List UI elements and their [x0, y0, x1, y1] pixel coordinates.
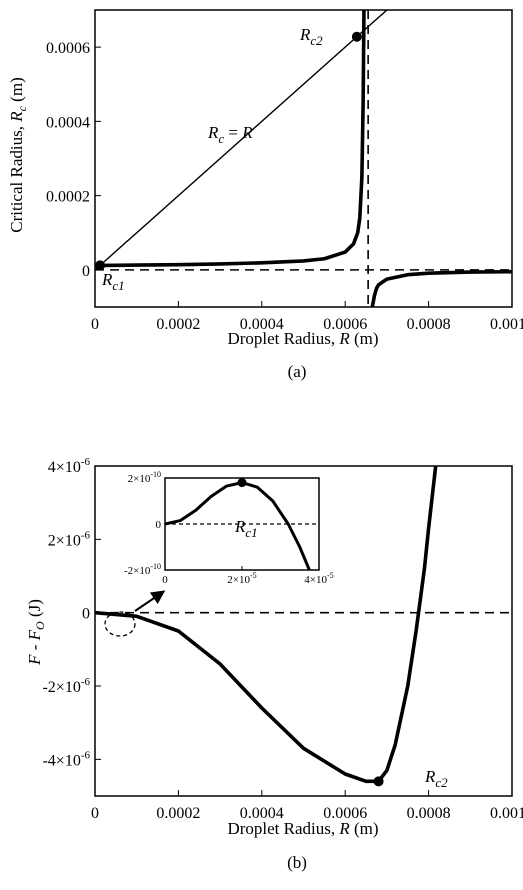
panel-a-y-tick-label: 0.0004 [46, 114, 90, 131]
inset-series-free-energy-zoom [165, 481, 312, 570]
panel-a-x-tick-label: 0 [91, 316, 99, 333]
panel-b-y-axis-label: F - FO (J) [25, 599, 47, 666]
panel-b-x-tick-label: 0.0006 [323, 805, 367, 822]
panel-b-critical-point [373, 776, 384, 787]
panel-a-identity-label: Rc = R [207, 123, 253, 146]
panel-b-rc2-label: Rc2 [424, 767, 448, 790]
panel-a-points [95, 31, 362, 271]
panel-a-x-tick-label: 0.0004 [240, 316, 284, 333]
panel-a-x-tick-label: 0.0008 [407, 316, 451, 333]
inset-series [165, 481, 312, 570]
inset: 0 2×10-5 4×10-5 2×10-100-2×10-10 Rc1 [124, 470, 334, 586]
panel-a-y-tick-label: 0 [82, 263, 90, 280]
panel-b-y-tick-label: 0 [82, 606, 90, 623]
panel-b-y-tick-label: 4×10-6 [48, 456, 91, 476]
panel-a-series-identity-line [95, 10, 388, 271]
panel-b-y-tick-label: -4×10-6 [42, 749, 90, 769]
panel-a-reference-lines [95, 10, 512, 307]
panel-a-x-tick-label: 0.0002 [156, 316, 200, 333]
panel-a-frame [94, 9, 513, 308]
inset-x-ticks: 0 2×10-5 4×10-5 [162, 566, 334, 586]
panel-b-y-tick-label: 2×10-6 [48, 529, 91, 549]
panel-a-critical-point [351, 31, 362, 42]
zoom-arrow-icon [134, 590, 166, 612]
panel-a-caption: (a) [288, 362, 307, 381]
panel-b-x-tick-label: 0.0004 [240, 805, 284, 822]
panel-a-x-axis-label: Droplet Radius, R (m) [227, 329, 378, 348]
inset-y-tick-label: 0 [156, 519, 162, 531]
panel-a-x-tick-label: 0.0006 [323, 316, 367, 333]
panel-b-x-tick-label: 0.0002 [156, 805, 200, 822]
panel-a-rc2-label: Rc2 [299, 25, 323, 48]
panel-b-x-tick-label: 0.0008 [407, 805, 451, 822]
panel-a-y-axis-label: Critical Radius, Rc (m) [7, 77, 29, 232]
inset-y-tick-label: 2×10-10 [128, 470, 161, 485]
panel-b-points [373, 776, 384, 787]
panel-a-y-tick-label: 0.0006 [46, 40, 90, 57]
panel-b-y-ticks: 4×10-6 2×10-6 0 -2×10-6 -4×10-6 [42, 456, 101, 769]
panel-a-y-tick-label: 0.0002 [46, 189, 90, 206]
panel-b-caption: (b) [287, 853, 307, 872]
panel-a-series [95, 10, 512, 307]
panel-b-x-axis-label: Droplet Radius, R (m) [227, 819, 378, 838]
panel-a-series-critical-radius-branch-1 [95, 10, 366, 268]
inset-y-ticks: 2×10-10 0 -2×10-10 [124, 470, 169, 577]
panel-b-x-tick-label: 0 [91, 805, 99, 822]
panel-b-y-tick-label: -2×10-6 [42, 676, 90, 696]
inset-rc1-label: Rc1 [234, 517, 258, 540]
panel-a-rc1-label: Rc1 [101, 270, 125, 293]
panel-a-series-critical-radius-branch-2 [370, 269, 512, 307]
panel-a-y-ticks: 0 0.0002 0.0004 0.0006 [46, 40, 101, 280]
inset-x-tick-label: 2×10-5 [227, 571, 256, 586]
inset-y-tick-label: -2×10-10 [124, 562, 161, 577]
inset-critical-point [237, 478, 247, 488]
inset-points [237, 478, 247, 488]
inset-x-tick-label: 4×10-5 [304, 571, 333, 586]
panel-a-critical-point [95, 260, 106, 271]
panel-b-frame [94, 465, 513, 797]
zoom-region-circle [104, 611, 136, 637]
inset-x-tick-label: 0 [162, 574, 168, 586]
